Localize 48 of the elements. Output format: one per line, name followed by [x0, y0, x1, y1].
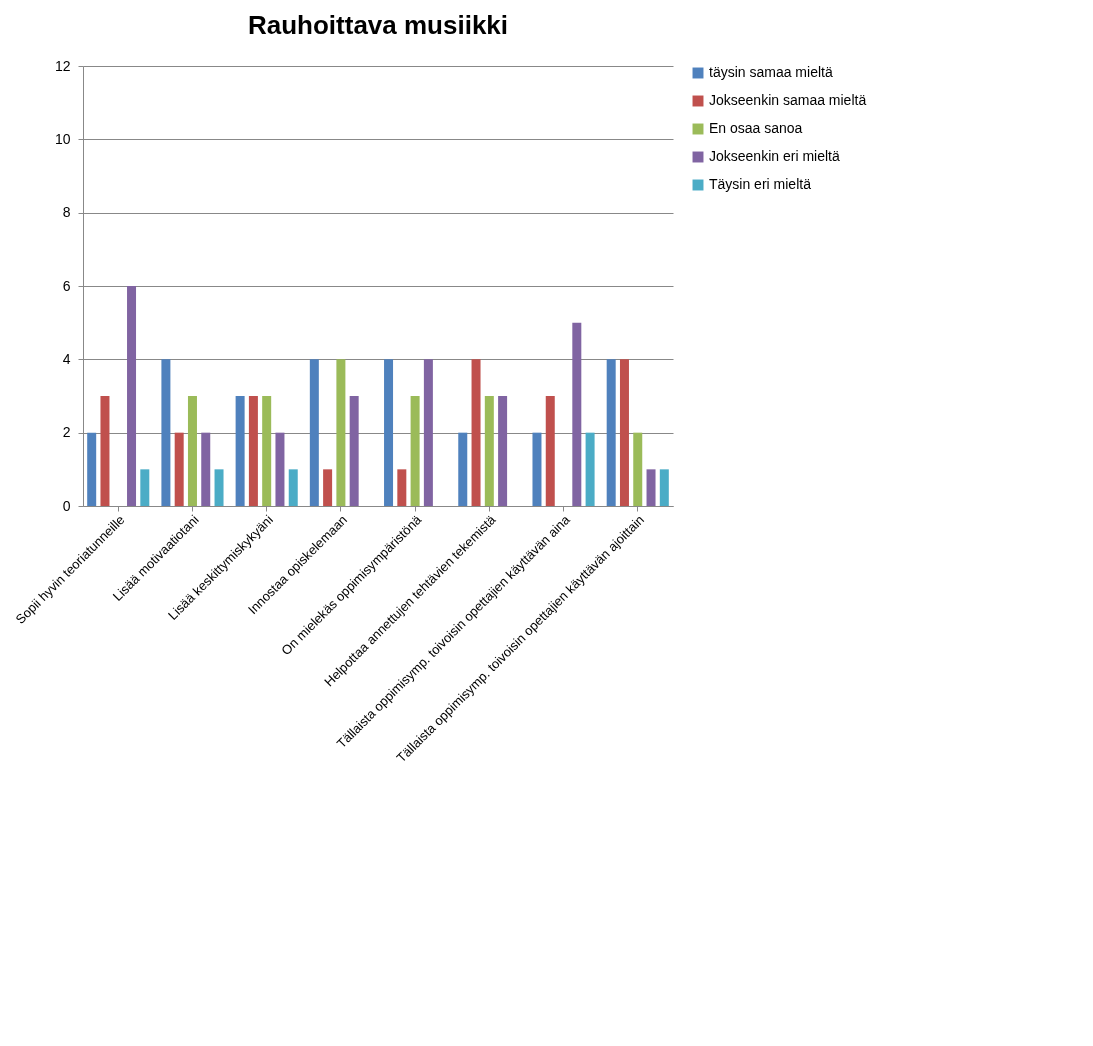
legend-label: Täysin eri mieltä	[709, 176, 812, 192]
bar	[288, 469, 298, 506]
legend-label: täysin samaa mieltä	[709, 64, 833, 80]
bar	[100, 396, 110, 506]
bar	[545, 396, 555, 506]
legend-label: En osaa sanoa	[709, 120, 803, 136]
bar	[309, 359, 319, 506]
bar	[235, 396, 245, 506]
bar	[187, 396, 197, 506]
bar	[532, 432, 542, 506]
bar	[633, 432, 643, 506]
bar	[336, 359, 346, 506]
bar	[397, 469, 407, 506]
bar	[458, 432, 468, 506]
y-tick-label: 2	[62, 424, 71, 441]
y-tick-label: 6	[62, 277, 71, 294]
legend-label: Jokseenkin samaa mieltä	[709, 92, 867, 108]
bar	[262, 396, 272, 506]
bar	[606, 359, 616, 506]
bar	[619, 359, 629, 506]
bar	[423, 359, 433, 506]
bar	[140, 469, 150, 506]
bar	[410, 396, 420, 506]
y-tick-label: 12	[54, 57, 71, 74]
bar	[323, 469, 333, 506]
bar	[174, 432, 184, 506]
y-tick-label: 4	[62, 350, 71, 367]
bar	[127, 286, 137, 506]
legend-label: Jokseenkin eri mieltä	[709, 148, 840, 164]
y-tick-label: 10	[54, 130, 71, 147]
bar	[498, 396, 508, 506]
bar	[384, 359, 394, 506]
bar	[248, 396, 258, 506]
bar	[484, 396, 494, 506]
bar	[349, 396, 359, 506]
bar	[275, 432, 285, 506]
bar	[585, 432, 595, 506]
y-tick-label: 0	[62, 497, 71, 514]
bar	[87, 432, 97, 506]
bar	[659, 469, 669, 506]
bar	[471, 359, 481, 506]
chart-title: Rauhoittava musiikki	[247, 10, 509, 40]
bar	[572, 322, 582, 506]
y-tick-label: 8	[62, 204, 71, 221]
bar	[214, 469, 224, 506]
bar	[161, 359, 171, 506]
bar	[201, 432, 211, 506]
bar	[646, 469, 656, 506]
